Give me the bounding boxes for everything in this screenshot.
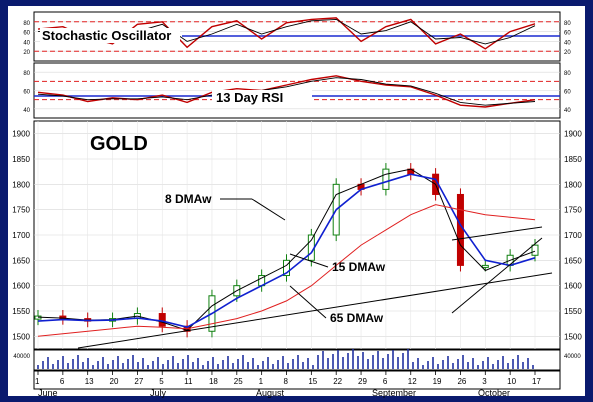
y-tick-label-left: 60 [23,90,30,96]
y-tick-label-left: 1700 [12,231,30,240]
wedge-upper-line [451,226,543,241]
y-tick-label-left: 1850 [12,155,30,164]
y-tick-label-right: 60 [564,31,571,37]
x-tick-label: 27 [134,377,143,386]
y-tick-label-right: 80 [564,21,571,27]
y-tick-label-right: 1500 [564,332,582,341]
x-tick-label: 17 [532,377,541,386]
x-tick-label: 15 [308,377,317,386]
y-tick-label-left: 1500 [12,332,30,341]
x-tick-label: 13 [85,377,94,386]
y-tick-label-right: 1800 [564,180,582,189]
x-tick-label: 29 [358,377,367,386]
stochastic-title-bg [40,28,180,43]
moving-average-line [37,204,536,337]
wedge-lower-line [451,237,543,314]
x-tick-label: 12 [408,377,417,386]
x-tick-label: 6 [383,377,388,386]
x-tick-label: 18 [209,377,218,386]
candle-body [481,264,489,268]
volume-bars [37,349,534,369]
y-tick-label-right: 60 [564,90,571,96]
y-tick-label-left: 1550 [12,307,30,316]
stochastic-title: Stochastic Oscillator [42,28,171,43]
y-tick-label-left: 20 [23,50,30,56]
x-tick-label: 1 [259,377,264,386]
y-tick-label-left: 80 [23,71,30,77]
volume-tick-label: 40000 [13,354,30,360]
y-tick-label-left: 1600 [12,282,30,291]
month-label-august: August [256,388,285,398]
y-tick-label-left: 40 [23,108,30,114]
x-tick-label: 26 [457,377,466,386]
rsi-title: 13 Day RSI [216,90,283,105]
candle-body [59,315,67,320]
y-tick-label-left: 60 [23,31,30,37]
y-tick-label-right: 1650 [564,256,582,265]
x-tick-label: 11 [184,377,193,386]
annotation-15dmaw-pointer [289,253,329,268]
y-tick-label-right: 1850 [564,155,582,164]
x-tick-label: 19 [433,377,442,386]
candle-body [531,244,539,256]
y-tick-label-left: 80 [23,21,30,27]
x-tick-label: 6 [60,377,65,386]
x-tick-label: 22 [333,377,342,386]
month-label-june: June [38,388,58,398]
moving-average-line [37,168,536,331]
y-tick-label-right: 20 [564,50,571,56]
annotation-8dmaw-pointer-2 [251,198,286,221]
y-tick-label-right: 1600 [564,282,582,291]
y-tick-label-right: 40 [564,40,571,46]
moving-average-line [37,173,536,329]
x-tick-label: 25 [234,377,243,386]
x-tick-label: 3 [482,377,487,386]
y-tick-label-left: 1800 [12,180,30,189]
annotation-65dmaw: 65 DMAw [330,311,384,325]
annotation-8dmaw: 8 DMAw [165,192,212,206]
rsi-line [37,77,536,106]
support-trendline [77,272,553,349]
x-tick-label: 5 [159,377,164,386]
y-tick-label-left: 1650 [12,256,30,265]
tick-labels: 20 20 40 40 60 60 80 80 40 40 60 60 80 80 1500 1500 1550… [12,21,582,386]
x-tick-label: 1 [35,377,40,386]
gold-title: GOLD [90,133,148,155]
x-tick-label: 8 [284,377,289,386]
candle-body [158,313,166,327]
candle-body [456,193,464,266]
rsi-title-bg [212,90,312,105]
x-tick-label: 10 [507,377,516,386]
volume-tick-label-right: 40000 [564,354,581,360]
candle-body [283,259,290,277]
y-tick-label-right: 1900 [564,130,582,139]
y-tick-label-right: 1550 [564,307,582,316]
annotation-65dmaw-pointer [289,285,327,319]
y-tick-label-right: 80 [564,71,571,77]
month-label-september: September [372,388,416,398]
y-tick-label-right: 1700 [564,231,582,240]
y-tick-label-left: 1900 [12,130,30,139]
y-tick-label-right: 40 [564,108,571,114]
candle-body [382,168,390,190]
annotation-15dmaw: 15 DMAw [332,260,386,274]
date-axis-panel [33,370,561,390]
y-tick-label-right: 1750 [564,206,582,215]
x-tick-label: 20 [110,377,119,386]
month-label-october: October [478,388,510,398]
y-tick-label-left: 40 [23,40,30,46]
series-lines [37,17,536,337]
month-label-july: July [150,388,167,398]
y-tick-label-left: 1750 [12,206,30,215]
